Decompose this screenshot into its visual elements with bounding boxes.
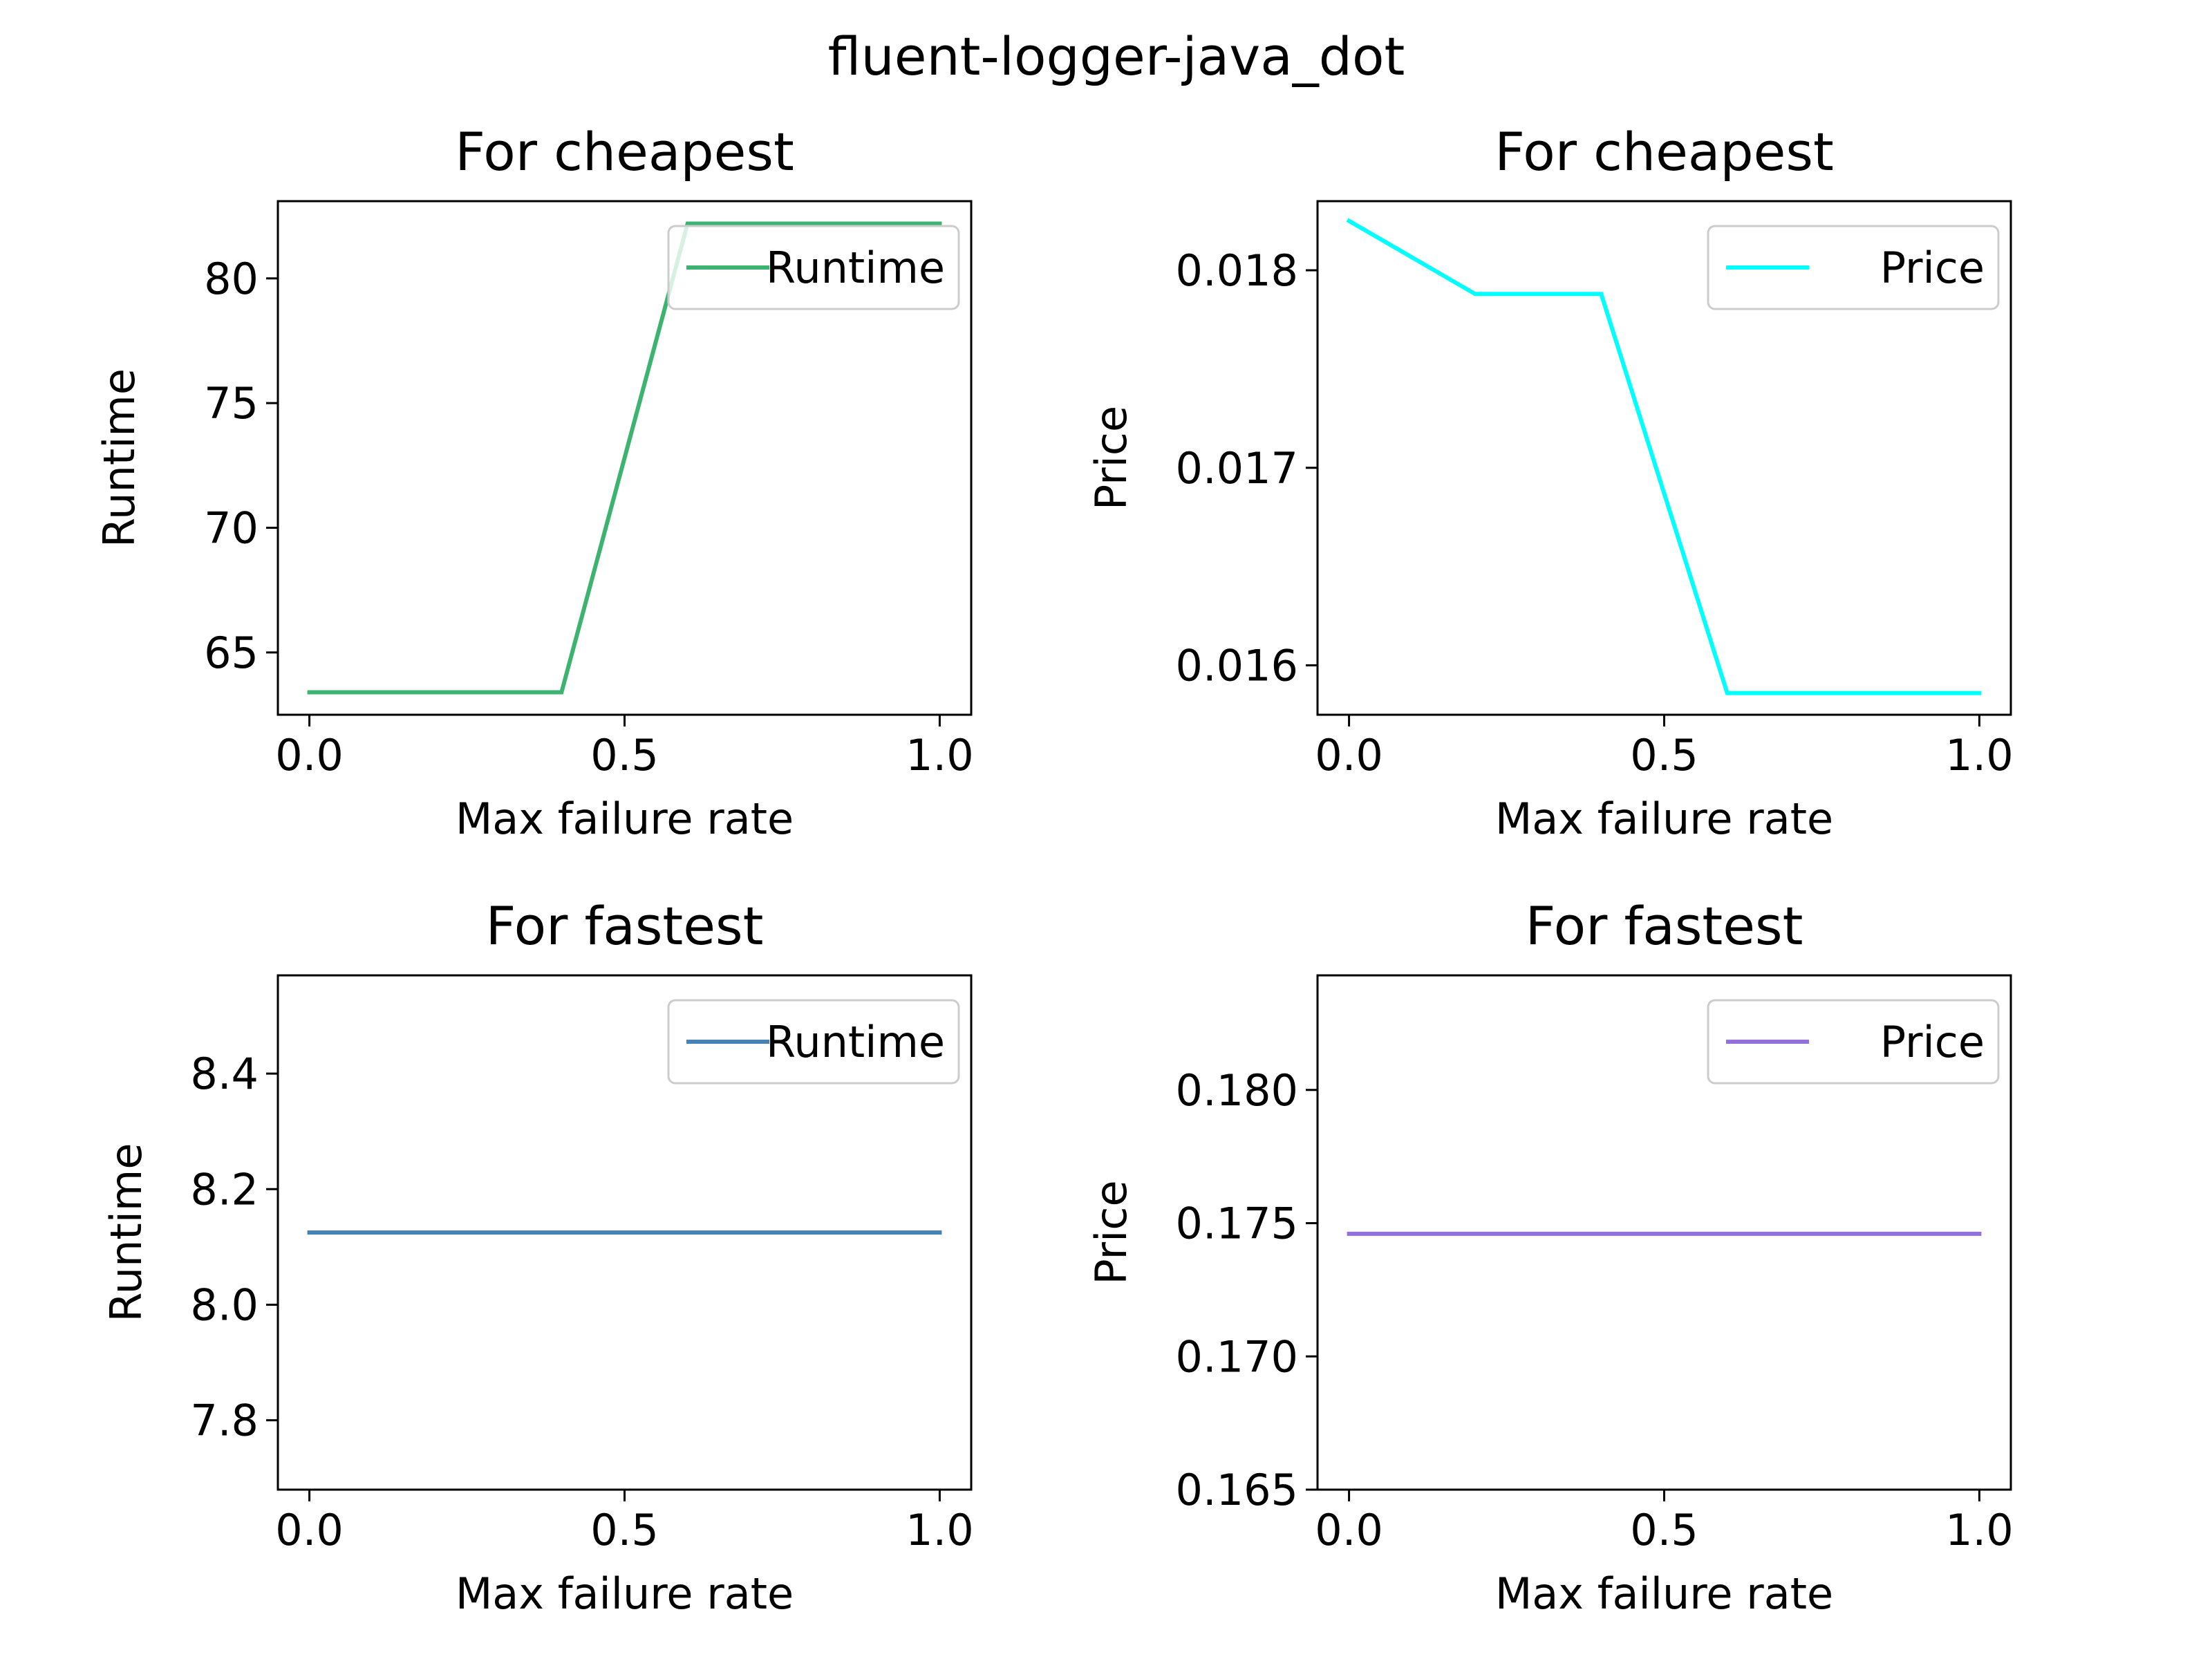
legend-box [1707,225,2000,310]
chart-panel: 0.0 0.5 1.0 0.016 0.017 0.018 For cheapest Max … [1086,121,2014,844]
x-tick-label: 0.0 [1315,1505,1383,1555]
y-axis-label: Runtime [94,368,144,547]
series-line [1346,218,1982,695]
x-tick-label: 0.0 [1315,730,1383,780]
x-axis-label: Max failure rate [456,794,794,844]
legend-label: Runtime [766,243,945,293]
y-axis-label: Price [1086,406,1136,510]
x-tick-label: 1.0 [906,730,974,780]
y-tick-label: 0.016 [1176,641,1299,691]
legend-label: Price [1880,1017,1985,1067]
panel-title: For cheapest [455,121,794,182]
y-tick-label: 0.018 [1176,245,1299,296]
panel-title: For fastest [1526,895,1803,957]
x-tick-label: 0.5 [1630,730,1698,780]
x-tick-label: 1.0 [1945,1505,2014,1555]
x-axis-label: Max failure rate [456,1568,794,1619]
y-axis-label: Runtime [101,1143,151,1322]
series-line [307,221,942,695]
legend-box [1707,999,2000,1085]
y-tick-label: 0.170 [1176,1331,1299,1382]
y-tick-label: 8.2 [190,1164,259,1215]
y-tick-label: 0.175 [1176,1199,1299,1249]
y-tick-label: 70 [204,503,259,553]
legend: Price [1707,225,2000,310]
y-tick-label: 7.8 [190,1396,259,1446]
x-tick-label: 0.5 [1630,1505,1698,1555]
x-tick-label: 1.0 [906,1505,974,1555]
legend: Runtime [667,999,960,1085]
panel-title: For cheapest [1494,121,1834,182]
figure-title: fluent-logger-java_dot [828,26,1405,87]
y-tick-label: 65 [204,628,259,678]
x-tick-label: 1.0 [1945,730,2014,780]
legend-box [667,225,960,310]
y-axis-label: Price [1086,1180,1136,1284]
y-tick-label: 8.4 [190,1049,259,1099]
x-tick-label: 0.0 [275,1505,344,1555]
y-tick-label: 75 [204,378,259,429]
y-tick-label: 80 [204,254,259,304]
legend-label: Price [1880,243,1985,293]
y-tick-label: 0.180 [1176,1065,1299,1116]
y-tick-label: 0.017 [1176,443,1299,494]
x-axis-label: Max failure rate [1495,794,1833,844]
legend-label: Runtime [766,1017,945,1067]
legend: Runtime [667,225,960,310]
chart-panel: 0.0 0.5 1.0 65 70 75 80 For cheapest Max failure… [94,121,974,844]
x-tick-label: 0.0 [275,730,344,780]
x-axis-label: Max failure rate [1495,1568,1833,1619]
y-tick-label: 8.0 [190,1280,259,1330]
legend-box [667,999,960,1085]
x-tick-label: 0.5 [590,1505,659,1555]
chart-panel: 0.0 0.5 1.0 0.165 0.170 0.175 0.180 For fastest… [1086,895,2014,1619]
y-tick-label: 0.165 [1176,1465,1299,1515]
x-tick-label: 0.5 [590,730,659,780]
chart-panel: 0.0 0.5 1.0 7.8 8.0 8.2 8.4 For fastest Max fail… [101,895,974,1619]
panel-title: For fastest [486,895,764,957]
legend: Price [1707,999,2000,1085]
